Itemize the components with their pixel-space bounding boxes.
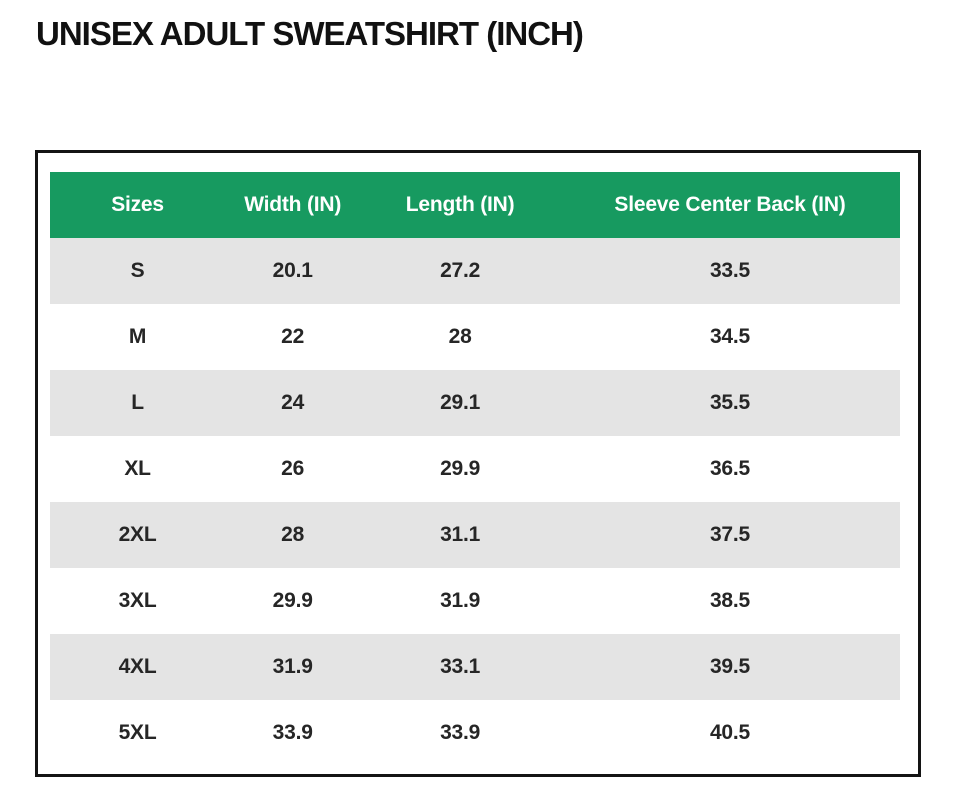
column-header-sleeve: Sleeve Center Back (IN) [559, 172, 900, 239]
cell-size: M [50, 304, 226, 371]
column-header-sizes: Sizes [50, 172, 226, 239]
column-header-length: Length (IN) [360, 172, 560, 239]
cell-length: 31.9 [360, 568, 560, 635]
cell-size: L [50, 370, 226, 437]
cell-size: S [50, 238, 226, 305]
table-row-4xl: 4XL 31.9 33.1 39.5 [50, 634, 900, 701]
size-chart-frame: Sizes Width (IN) Length (IN) Sleeve Cent… [35, 150, 921, 778]
cell-sleeve: 35.5 [559, 370, 900, 437]
column-header-width: Width (IN) [225, 172, 361, 239]
cell-width: 31.9 [225, 634, 361, 701]
cell-length: 33.1 [360, 634, 560, 701]
cell-size: 3XL [50, 568, 226, 635]
table-row-xl: XL 26 29.9 36.5 [50, 436, 900, 503]
cell-length: 29.9 [360, 436, 560, 503]
cell-size: 4XL [50, 634, 226, 701]
page: { "title": "UNISEX ADULT SWEATSHIRT (INC… [0, 15, 960, 801]
cell-width: 26 [225, 436, 361, 503]
cell-sleeve: 38.5 [559, 568, 900, 635]
cell-size: 2XL [50, 502, 226, 569]
cell-size: 5XL [50, 700, 226, 767]
cell-sleeve: 34.5 [559, 304, 900, 371]
cell-width: 28 [225, 502, 361, 569]
cell-length: 29.1 [360, 370, 560, 437]
cell-width: 33.9 [225, 700, 361, 767]
header-row: Sizes Width (IN) Length (IN) Sleeve Cent… [50, 172, 900, 239]
size-chart-table: Sizes Width (IN) Length (IN) Sleeve Cent… [50, 172, 900, 767]
cell-sleeve: 33.5 [559, 238, 900, 305]
table-row-5xl: 5XL 33.9 33.9 40.5 [50, 700, 900, 767]
table-row-2xl: 2XL 28 31.1 37.5 [50, 502, 900, 569]
cell-sleeve: 39.5 [559, 634, 900, 701]
table-row-s: S 20.1 27.2 33.5 [50, 238, 900, 305]
cell-length: 27.2 [360, 238, 560, 305]
cell-width: 29.9 [225, 568, 361, 635]
cell-sleeve: 40.5 [559, 700, 900, 767]
cell-length: 31.1 [360, 502, 560, 569]
cell-width: 24 [225, 370, 361, 437]
cell-width: 20.1 [225, 238, 361, 305]
table-row-l: L 24 29.1 35.5 [50, 370, 900, 437]
cell-width: 22 [225, 304, 361, 371]
cell-sleeve: 36.5 [559, 436, 900, 503]
cell-length: 33.9 [360, 700, 560, 767]
table-row-3xl: 3XL 29.9 31.9 38.5 [50, 568, 900, 635]
table-row-m: M 22 28 34.5 [50, 304, 900, 371]
page-title: UNISEX ADULT SWEATSHIRT (INCH) [36, 15, 584, 52]
cell-sleeve: 37.5 [559, 502, 900, 569]
cell-size: XL [50, 436, 226, 503]
cell-length: 28 [360, 304, 560, 371]
